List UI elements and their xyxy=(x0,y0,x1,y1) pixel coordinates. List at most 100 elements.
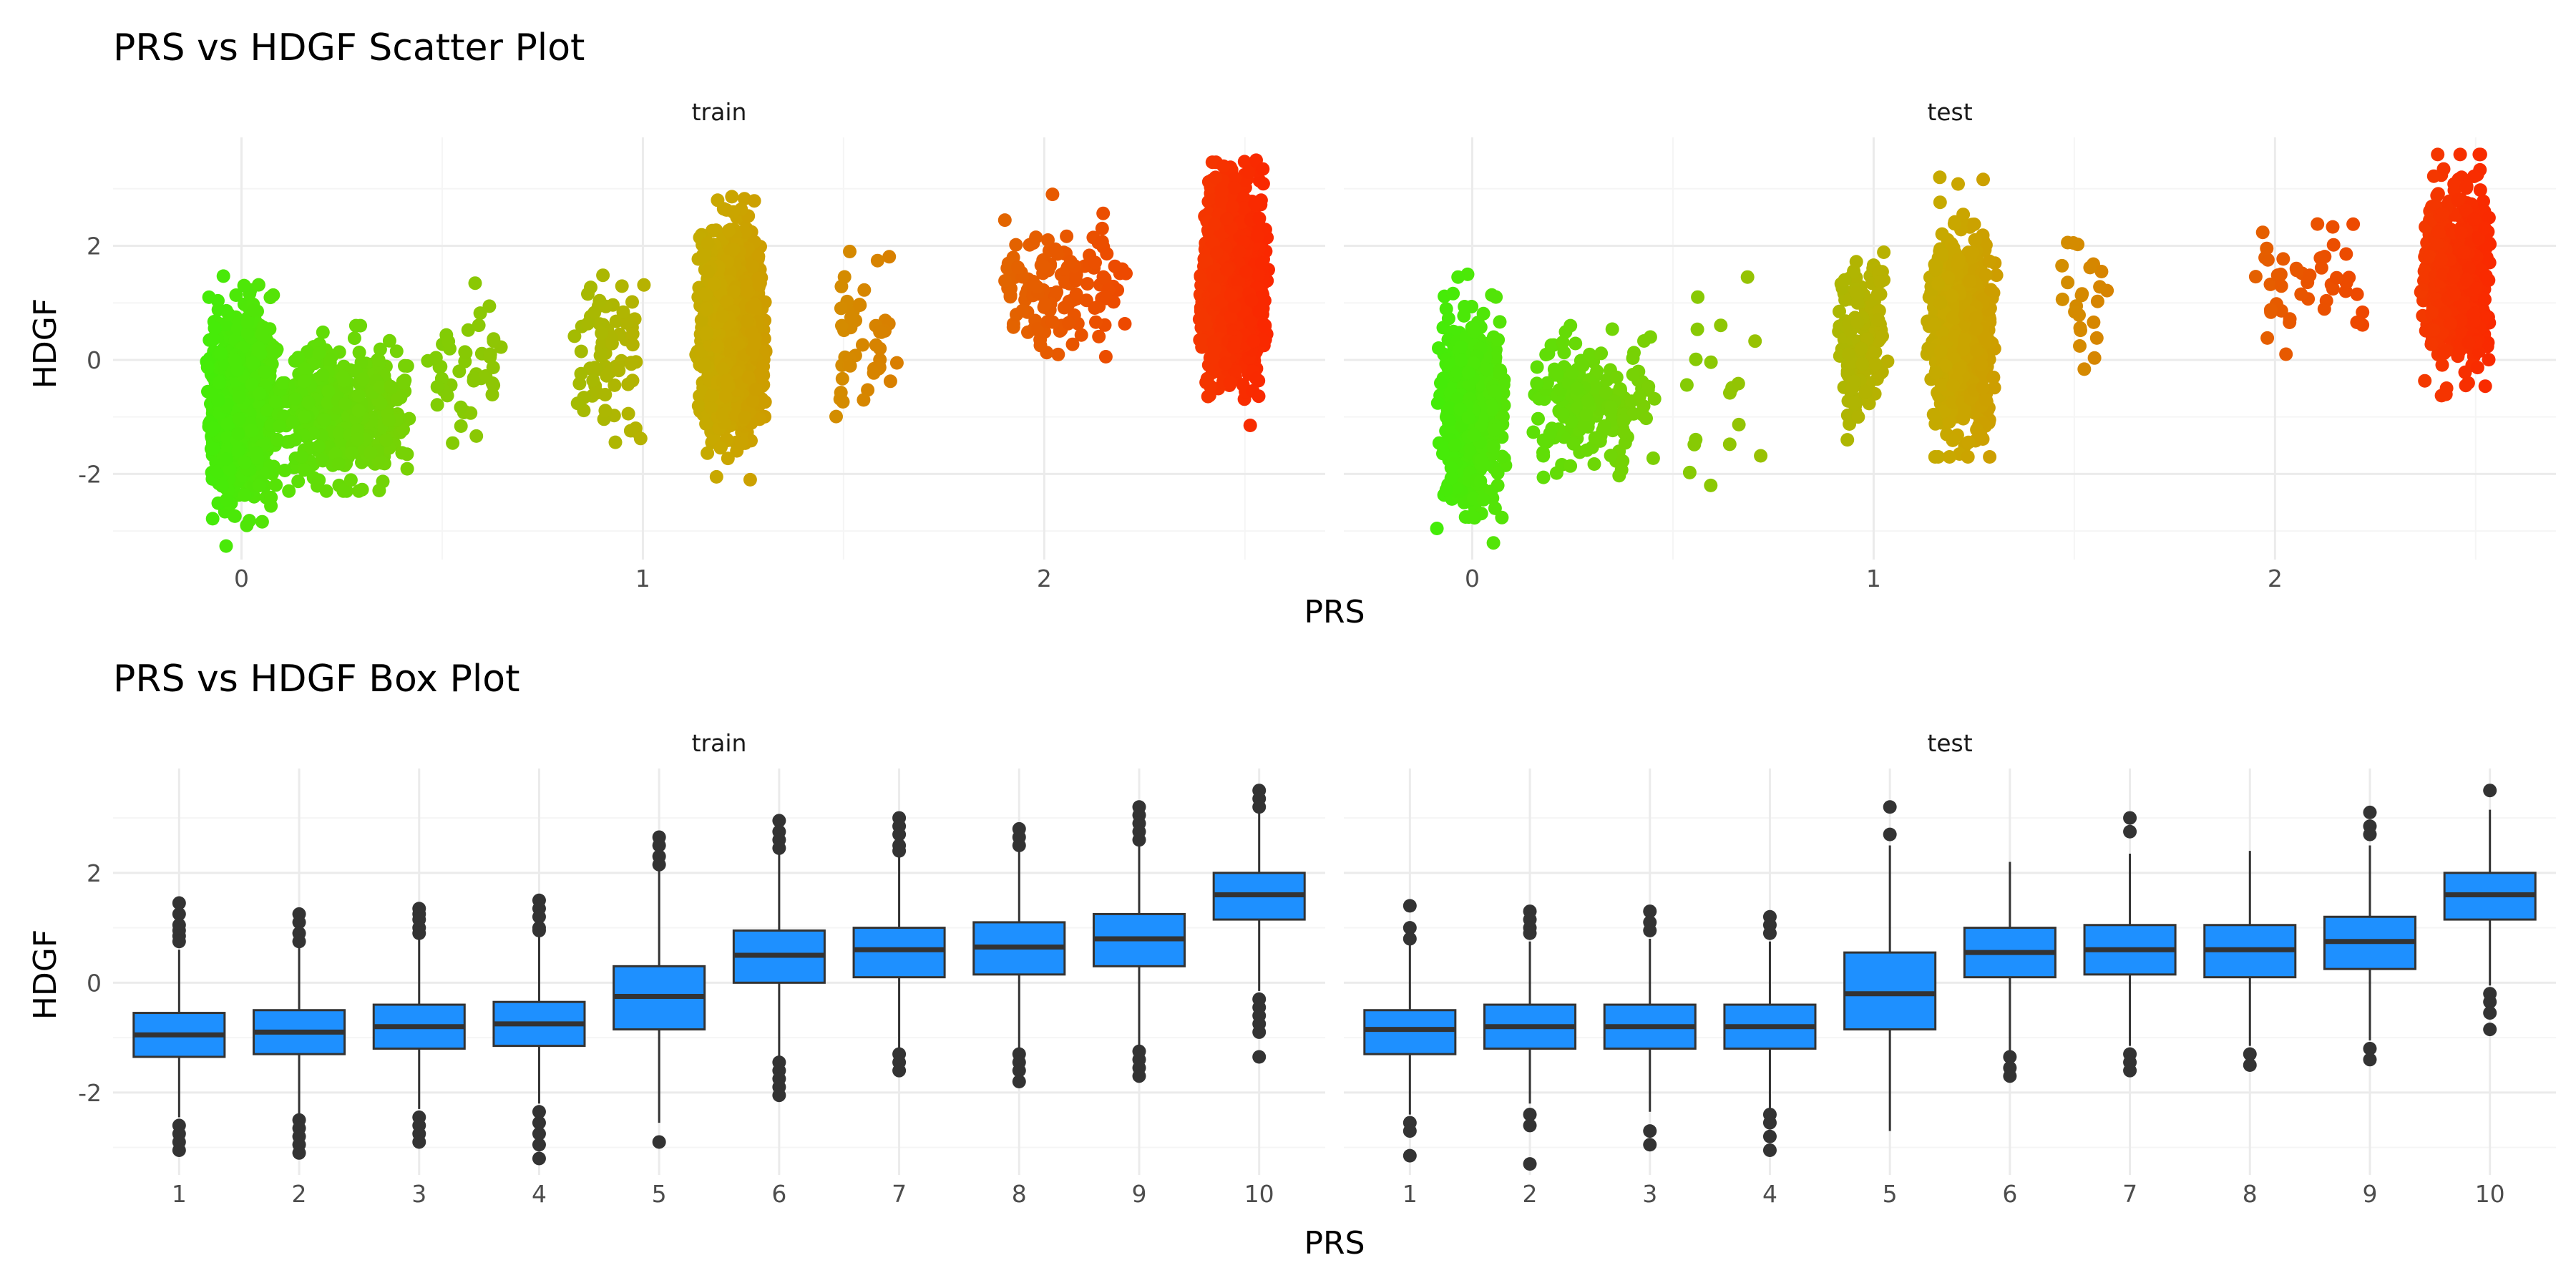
scatter-point xyxy=(459,346,473,360)
scatter-point xyxy=(608,435,623,449)
scatter-point xyxy=(269,478,283,492)
scatter-point xyxy=(1487,423,1501,436)
scatter-point xyxy=(725,190,739,204)
scatter-point xyxy=(270,432,284,447)
scatter-point xyxy=(1227,180,1241,195)
scatter-point xyxy=(1434,376,1448,390)
scatter-point xyxy=(238,455,252,469)
scatter-point xyxy=(1045,187,1060,202)
scatter-point xyxy=(351,432,365,447)
scatter-point xyxy=(347,331,361,346)
scatter-point xyxy=(205,512,220,526)
scatter-point xyxy=(743,472,757,487)
scatter-point xyxy=(400,462,414,476)
scatter-point xyxy=(1050,245,1064,259)
scatter-point xyxy=(1100,247,1114,261)
scatter-point xyxy=(231,426,245,441)
scatter-point xyxy=(1487,439,1501,454)
scatter-point xyxy=(1009,238,1023,252)
scatter-point xyxy=(1092,329,1106,343)
scatter-point xyxy=(746,394,760,408)
scatter-point xyxy=(1451,270,1465,284)
scatter-point xyxy=(1430,522,1444,535)
scatter-point xyxy=(318,413,332,427)
scatter-point xyxy=(228,353,242,367)
scatter-point xyxy=(1448,439,1462,453)
scatter-point xyxy=(708,277,722,291)
scatter-point xyxy=(294,449,308,464)
scatter-point xyxy=(593,348,608,363)
scatter-point xyxy=(214,346,228,361)
scatter-point xyxy=(232,390,246,404)
scatter-point xyxy=(1444,461,1458,475)
scatter-point xyxy=(218,318,233,332)
scatter-point xyxy=(345,446,358,460)
scatter-panel-train xyxy=(113,137,1325,560)
scatter-point xyxy=(222,307,236,321)
scatter-point xyxy=(889,356,904,370)
scatter-point xyxy=(331,457,346,471)
scatter-point xyxy=(1249,371,1264,386)
scatter-point xyxy=(697,250,711,263)
scatter-point xyxy=(1468,511,1482,525)
scatter-point xyxy=(245,377,259,391)
scatter-point xyxy=(701,265,715,279)
scatter-point xyxy=(213,376,227,390)
scatter-point xyxy=(595,326,609,341)
scatter-point xyxy=(487,332,501,346)
scatter-point xyxy=(469,429,484,443)
scatter-point xyxy=(870,253,884,268)
scatter-point xyxy=(716,361,730,376)
scatter-point xyxy=(592,293,607,308)
scatter-point xyxy=(835,371,849,386)
scatter-point xyxy=(1248,197,1262,211)
scatter-point xyxy=(229,288,243,302)
scatter-point xyxy=(1038,297,1053,311)
scatter-point xyxy=(829,409,843,424)
scatter-point xyxy=(726,243,741,257)
scatter-point xyxy=(206,441,220,456)
scatter-point xyxy=(834,301,848,316)
scatter-title: PRS vs HDGF Scatter Plot xyxy=(113,26,585,69)
scatter-point xyxy=(1232,245,1246,259)
scatter-point xyxy=(700,326,713,341)
scatter-point xyxy=(1063,255,1078,269)
scatter-point xyxy=(873,325,887,339)
scatter-point xyxy=(581,316,595,331)
scatter-point xyxy=(467,374,481,388)
scatter-point xyxy=(637,278,651,292)
scatter-point xyxy=(1246,334,1261,348)
scatter-point xyxy=(352,484,366,498)
scatter-point xyxy=(246,356,260,370)
scatter-point xyxy=(747,194,761,208)
scatter-point xyxy=(1215,185,1229,199)
scatter-point xyxy=(711,193,725,208)
scatter-point xyxy=(1096,206,1111,220)
scatter-point xyxy=(429,351,443,365)
scatter-point xyxy=(1224,288,1238,303)
scatter-point xyxy=(430,380,444,394)
scatter-point xyxy=(1015,303,1030,318)
scatter-point xyxy=(238,488,252,502)
scatter-point xyxy=(243,514,256,528)
scatter-point xyxy=(844,311,858,325)
scatter-point xyxy=(1244,293,1259,308)
scatter-point xyxy=(997,213,1012,228)
scatter-point xyxy=(998,274,1013,288)
scatter-point xyxy=(834,279,849,293)
scatter-point xyxy=(1467,428,1481,442)
scatter-point xyxy=(356,372,370,386)
scatter-point xyxy=(240,326,255,341)
scatter-point xyxy=(740,314,754,328)
scatter-point xyxy=(1220,263,1234,277)
scatter-point xyxy=(297,374,311,389)
scatter-point xyxy=(473,306,487,321)
scatter-strip-train: train xyxy=(692,98,747,126)
scatter-point xyxy=(215,479,229,493)
scatter-point xyxy=(219,452,233,467)
scatter-point xyxy=(716,309,730,323)
scatter-point xyxy=(1485,288,1499,302)
scatter-point xyxy=(869,338,883,352)
scatter-point xyxy=(211,394,225,408)
